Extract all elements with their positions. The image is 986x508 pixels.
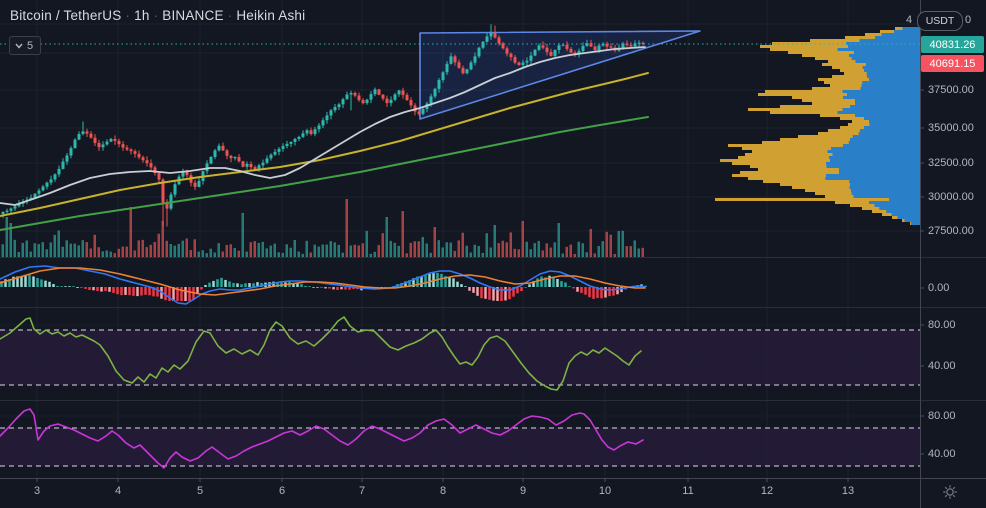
time-tick-label: 9 [519,485,527,497]
time-tick-label: 6 [278,485,286,497]
bar-count-value: 5 [27,39,34,52]
legend-separator: · [153,8,159,23]
time-tick-label: 7 [358,485,366,497]
price-tick-label: 35000.00 [928,122,974,134]
exchange-label: BINANCE [162,8,224,23]
time-tick-label: 3 [33,485,41,497]
legend-separator: · [125,8,131,23]
time-tick-label: 12 [760,485,774,497]
prev-price-badge: 40691.15 [921,55,984,72]
price-tick-label: 80.00 [928,319,956,331]
chevron-down-icon [15,43,23,49]
symbol-name[interactable]: Bitcoin / TetherUS [10,8,122,23]
price-tick-label: 40.00 [928,360,956,372]
price-tick-label: 40.00 [928,448,956,460]
price-tick-label: 27500.00 [928,225,974,237]
time-tick-label: 5 [196,485,204,497]
last-price-badge: 40831.26 [921,36,984,53]
price-tick-label: 80.00 [928,410,956,422]
price-tick-label: 32500.00 [928,157,974,169]
time-tick-label: 11 [682,485,694,497]
time-tick-label: 4 [114,485,122,497]
settings-gear-icon[interactable] [941,483,959,501]
price-tick-label: 37500.00 [928,84,974,96]
price-tick-label: 0.00 [928,282,950,294]
time-tick-label: 8 [439,485,447,497]
price-axis-top-label-left: 4 [906,14,913,26]
interval-label[interactable]: 1h [134,8,150,23]
price-axis-top-label-right: 0 [965,14,972,26]
bar-count-chip[interactable]: 5 [9,36,42,55]
legend-separator: · [227,8,233,23]
symbol-legend[interactable]: Bitcoin / TetherUS · 1h · BINANCE · Heikin Ash… [10,8,305,23]
chart-type-label: Heikin Ashi [236,8,306,23]
time-tick-label: 10 [598,485,612,497]
time-tick-label: 13 [841,485,855,497]
currency-toggle-button[interactable]: USDT [917,11,963,31]
price-tick-label: 30000.00 [928,191,974,203]
